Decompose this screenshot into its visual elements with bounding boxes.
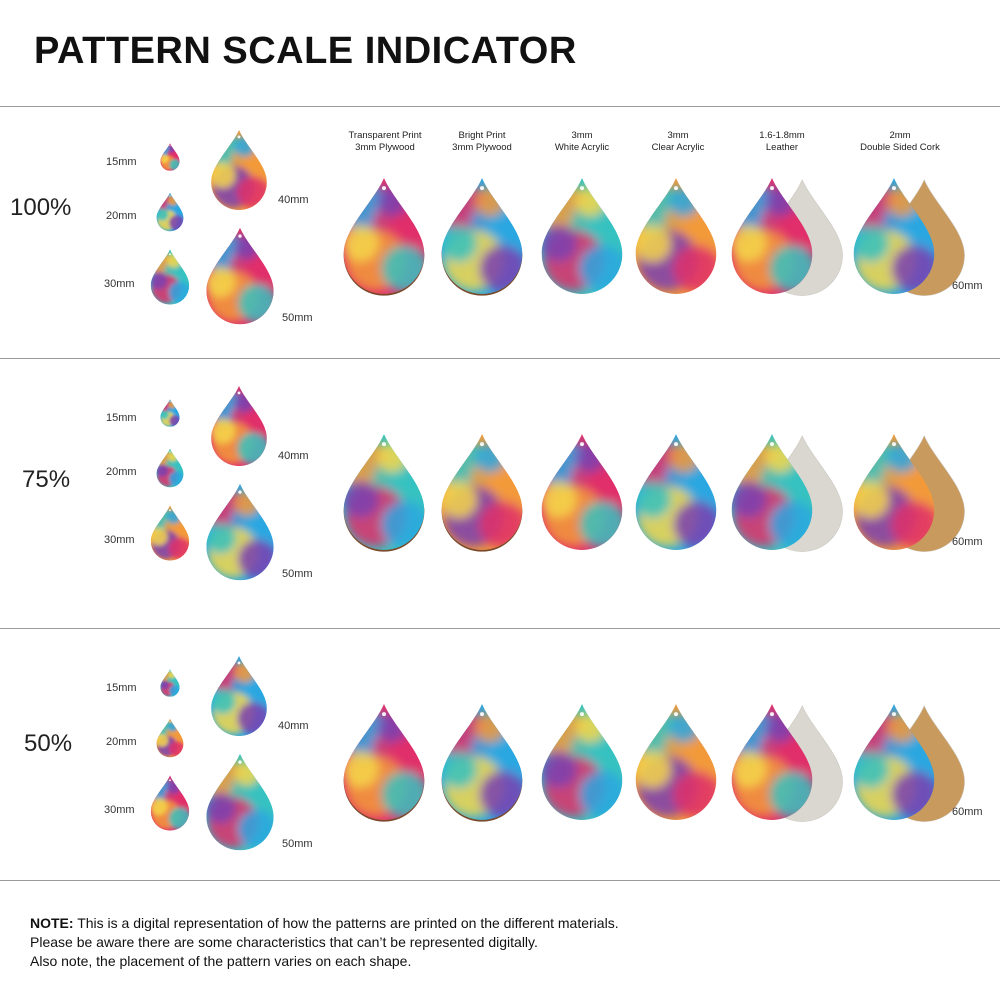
material-drop-2: [441, 434, 523, 552]
page-title: PATTERN SCALE INDICATOR: [34, 30, 577, 72]
divider-2: [0, 628, 1000, 629]
material-drop-5: [731, 434, 843, 552]
size-label-40mm: 40mm: [278, 720, 309, 732]
size-label-40mm: 40mm: [278, 194, 309, 206]
material-drop-2: [441, 178, 523, 296]
scale-label: 100%: [10, 194, 72, 221]
material-header-4: 3mm Clear Acrylic: [623, 130, 733, 154]
material-drop-5: [731, 178, 843, 296]
size-label-large: 60mm: [952, 280, 983, 292]
material-header-5: 1.6-1.8mm Leather: [727, 130, 837, 154]
note-line-3: Also note, the placement of the pattern …: [30, 953, 412, 969]
material-header-line2: 3mm Plywood: [452, 142, 512, 153]
scale-label: 50%: [24, 730, 73, 757]
material-drop-3: [541, 704, 623, 820]
material-header-line1: Transparent Print: [348, 130, 422, 141]
material-drop-1: [343, 178, 425, 296]
material-header-line1: 1.6-1.8mm: [759, 130, 805, 141]
sample-drop-40mm: [211, 385, 267, 467]
material-drop-5: [731, 704, 843, 822]
material-header-line2: Leather: [765, 142, 799, 153]
size-label-40mm: 40mm: [278, 450, 309, 462]
size-label-50mm: 50mm: [282, 838, 313, 850]
sample-drop-50mm: [206, 753, 274, 851]
sample-drop-30mm: [150, 505, 190, 561]
material-header-line2: Clear Acrylic: [651, 142, 705, 153]
material-header-line2: 3mm Plywood: [355, 142, 415, 153]
size-label-30mm: 30mm: [104, 804, 135, 816]
size-label-30mm: 30mm: [104, 534, 135, 546]
material-drop-6: [853, 434, 965, 552]
material-header-line1: 3mm: [571, 130, 593, 141]
sample-drop-50mm: [206, 483, 274, 581]
material-drop-1: [343, 434, 425, 552]
size-label-50mm: 50mm: [282, 312, 313, 324]
size-label-15mm: 15mm: [106, 156, 137, 168]
material-drop-6: [853, 704, 965, 822]
sample-drop-30mm: [150, 775, 190, 831]
material-drop-3: [541, 434, 623, 550]
sample-drop-30mm: [150, 249, 190, 305]
size-label-15mm: 15mm: [106, 412, 137, 424]
material-drop-4: [635, 704, 717, 820]
scale-label: 75%: [22, 466, 71, 493]
material-header-line1: Bright Print: [458, 130, 506, 141]
size-label-30mm: 30mm: [104, 278, 135, 290]
material-header-3: 3mm White Acrylic: [527, 130, 637, 154]
divider-bottom: [0, 880, 1000, 881]
divider-top: [0, 106, 1000, 107]
material-drop-2: [441, 704, 523, 822]
sample-drop-40mm: [211, 129, 267, 211]
material-header-line1: 3mm: [667, 130, 689, 141]
size-label-20mm: 20mm: [106, 736, 137, 748]
size-label-15mm: 15mm: [106, 682, 137, 694]
size-label-20mm: 20mm: [106, 466, 137, 478]
divider-1: [0, 358, 1000, 359]
sample-drop-20mm: [156, 192, 184, 232]
size-label-20mm: 20mm: [106, 210, 137, 222]
material-header-1: Transparent Print 3mm Plywood: [330, 130, 440, 154]
note-label: NOTE:: [30, 915, 74, 931]
material-header-6: 2mm Double Sided Cork: [845, 130, 955, 154]
material-header-2: Bright Print 3mm Plywood: [427, 130, 537, 154]
sample-drop-20mm: [156, 448, 184, 488]
sample-drop-50mm: [206, 227, 274, 325]
sample-drop-15mm: [160, 399, 180, 427]
size-label-50mm: 50mm: [282, 568, 313, 580]
note-line-1: This is a digital representation of how …: [77, 915, 619, 931]
sample-drop-15mm: [160, 143, 180, 171]
material-drop-1: [343, 704, 425, 822]
note-line-2: Please be aware there are some character…: [30, 934, 538, 950]
material-drop-4: [635, 178, 717, 294]
material-header-line2: Double Sided Cork: [860, 142, 940, 153]
material-drop-3: [541, 178, 623, 294]
material-header-line1: 2mm: [889, 130, 911, 141]
sample-drop-20mm: [156, 718, 184, 758]
sample-drop-40mm: [211, 655, 267, 737]
sample-drop-15mm: [160, 669, 180, 697]
material-drop-6: [853, 178, 965, 296]
size-label-large: 60mm: [952, 806, 983, 818]
size-label-large: 60mm: [952, 536, 983, 548]
material-drop-4: [635, 434, 717, 550]
note-block: NOTE: This is a digital representation o…: [30, 914, 619, 971]
material-header-line2: White Acrylic: [554, 142, 610, 153]
